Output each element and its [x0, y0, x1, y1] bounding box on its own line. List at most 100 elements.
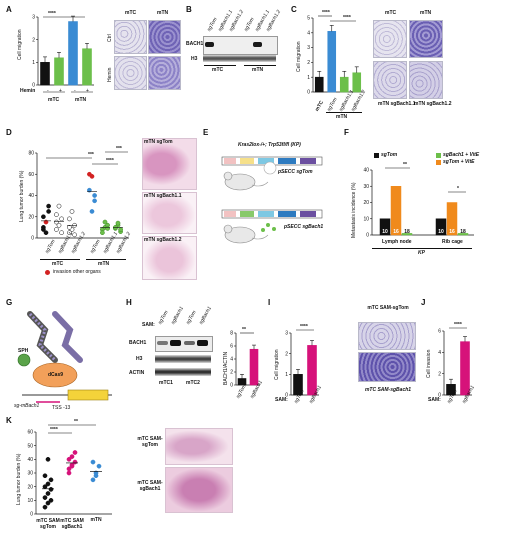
panel-a-sig: **** [48, 11, 56, 17]
panel-e-construct-1: pSECC sgTom [278, 169, 313, 175]
panel-a-group-mtn: mTN [75, 97, 87, 103]
panel-b-blot-h3 [203, 55, 276, 62]
panel-d-ytick-label: 0 [31, 236, 34, 242]
panel-d-point [59, 230, 64, 236]
panel-k-x-3: mTN [90, 517, 102, 523]
panel-k-point [48, 477, 54, 483]
panel-c-caption-2: mTN sgBach1.2 [414, 101, 452, 107]
panel-h-blot-actin [155, 368, 211, 376]
panel-c-img-header-mtn: mTN [420, 10, 432, 16]
panel-f-ytick-label: 10 [363, 216, 369, 222]
panel-j-sam-label: SAM: [428, 397, 441, 403]
panel-k-lung-image-1 [165, 428, 233, 465]
panel-k-caption-1: mTC SAM-sgTom [137, 436, 163, 448]
panel-d-point [87, 171, 92, 177]
panel-k-point [90, 459, 96, 465]
panel-d-point [54, 227, 59, 232]
panel-a-img-header-mtc: mTC [125, 10, 137, 16]
panel-a-hemin-label: Hemin [20, 88, 36, 94]
panel-f-bar-label: 16 [449, 229, 455, 235]
panel-letter-k: K [6, 416, 12, 425]
panel-d-point [59, 216, 64, 222]
panel-d-point [89, 209, 95, 214]
panel-c-img-header-mtc: mTC [385, 10, 397, 16]
panel-i-micrograph-sgtom [358, 322, 416, 350]
panel-f-bar [401, 233, 413, 236]
panel-e-title: Kras2lox-/+; Trp53fl/fl (KP) [238, 142, 301, 148]
panel-f-xlabel-line [372, 248, 472, 249]
panel-k-sig-2: ** [74, 419, 78, 425]
panel-a-hemin-sign-3: - [74, 88, 76, 94]
panel-j-ytick-label: 4 [438, 350, 441, 356]
panel-d-point [43, 230, 49, 236]
panel-g-chromatin [27, 311, 83, 363]
panel-k-point [72, 450, 78, 455]
panel-g-label-sph: SPH [18, 348, 29, 354]
panel-f-legend-swatch-1 [374, 153, 379, 158]
panel-k-ytick-label: 0 [30, 512, 33, 518]
panel-e-construct-2: pSECC sgBach1 [284, 224, 324, 230]
panel-k-point [69, 454, 75, 459]
panel-d-point [56, 222, 62, 228]
panel-letter-b: B [186, 5, 192, 14]
panel-d-point [92, 198, 97, 204]
panel-f-legend-2: sgBach1 + VitE [443, 152, 480, 158]
panel-b-row-h3: H3 [191, 56, 198, 62]
panel-h-sam-label: SAM: [142, 322, 155, 328]
panel-a-micrograph-mtc-ctrl [114, 20, 147, 54]
panel-d-point [102, 219, 108, 225]
panel-k-ytick-label: 10 [27, 498, 33, 504]
panel-letter-h: H [126, 298, 132, 307]
panel-k-x-2: mTC SAM sgBach1 [60, 518, 84, 530]
panel-f-ytick-label: 30 [363, 184, 369, 190]
panel-k-point [42, 473, 48, 479]
panel-k-point [48, 497, 54, 503]
panel-b-group-line-mtc [204, 65, 236, 66]
panel-k-point [93, 473, 99, 479]
panel-c-ytick-label: 5 [307, 16, 310, 22]
panel-d-group-mtn: mTN [98, 261, 110, 267]
panel-d-point [41, 227, 46, 232]
panel-d-point [54, 212, 59, 217]
panel-d-ytick-label: 40 [28, 193, 34, 199]
panel-e-vector-1 [221, 156, 323, 166]
panel-d-ytick-label: 80 [28, 151, 34, 157]
panel-c-sig-right: **** [343, 15, 351, 21]
panel-d-group-line-mtc [40, 259, 80, 260]
panel-h-group-mtc2: mTC2 [186, 380, 200, 386]
panel-k-point [42, 504, 48, 510]
panel-letter-e: E [203, 128, 209, 137]
panel-c-sig-left: **** [322, 10, 330, 16]
panel-i-ytick-label: 3 [285, 331, 288, 337]
panel-h-ytick-label: 0 [230, 383, 233, 389]
panel-h-ytick-label: 2 [230, 370, 233, 376]
panel-j-ytick-label: 0 [438, 393, 441, 399]
panel-f-bar-label: 10 [382, 229, 388, 235]
panel-k-x-1: mTC SAM sgTom [36, 518, 60, 530]
panel-a-group-mtc: mTC [48, 97, 60, 103]
panel-e-vector-2 [221, 209, 323, 219]
panel-i-micrograph-sgbach1 [358, 352, 416, 382]
panel-d-group-mtc: mTC [52, 261, 64, 267]
panel-g-label-dcas9: dCas9 [48, 372, 64, 378]
panel-a-img-header-mtn: mTN [157, 10, 169, 16]
panel-d-point [56, 203, 62, 209]
panel-d-legend-label: invasion other organs [53, 269, 101, 275]
panel-k-point [90, 477, 96, 483]
panel-k-caption-2: mTC SAM-sgBach1 [137, 480, 163, 492]
panel-f-bar [390, 186, 402, 236]
panel-k-point [66, 456, 72, 462]
panel-letter-j: J [421, 298, 426, 307]
panel-a-hemin-sign-1: - [47, 88, 49, 94]
panel-f-x-rib: Rib cage [442, 239, 463, 245]
panel-letter-a: A [6, 5, 12, 14]
panel-k-point [45, 491, 51, 496]
panel-a-ytick-label: 0 [32, 83, 35, 89]
panel-g-label-sgbach1: sg-mBach1 [14, 403, 40, 409]
panel-f-legend-3: sgTom + VitE [443, 159, 475, 165]
